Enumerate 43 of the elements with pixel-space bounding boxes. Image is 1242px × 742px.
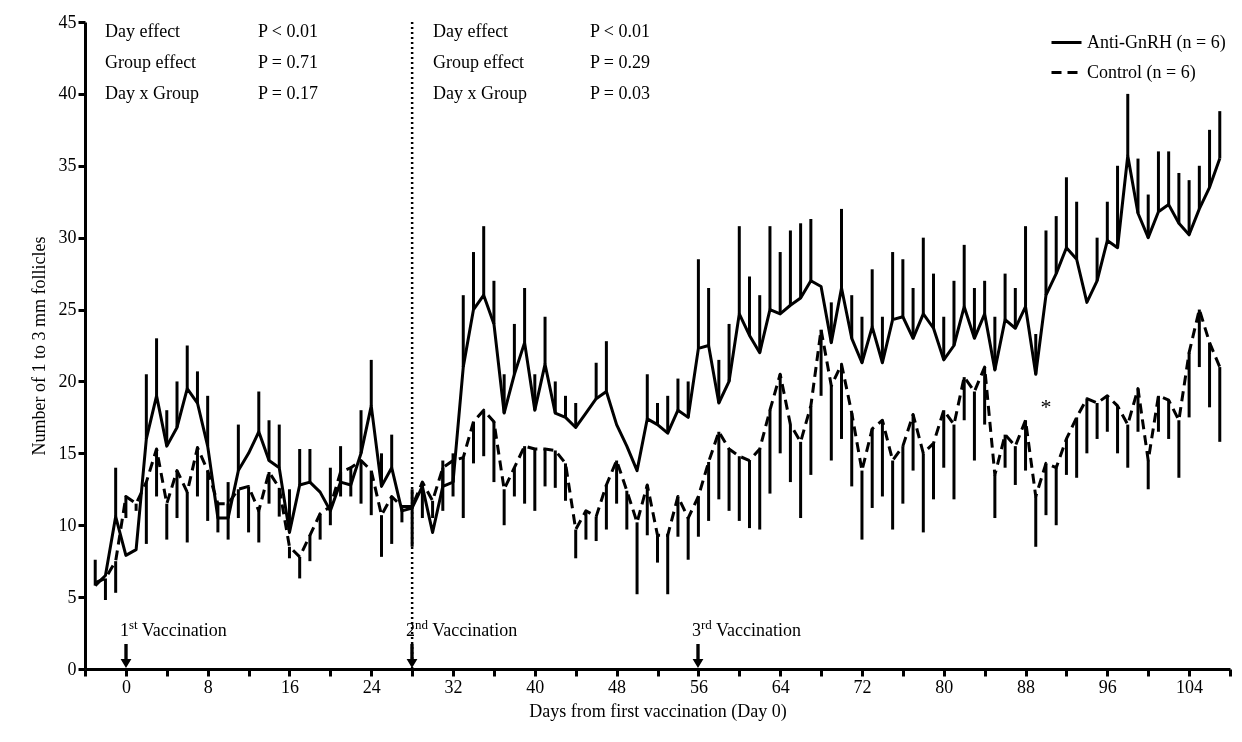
x-tick-label: 0 — [121, 676, 131, 697]
annotation: Day effect — [105, 21, 181, 41]
y-tick-label: 20 — [58, 370, 77, 391]
annotation: P = 0.03 — [590, 83, 650, 103]
x-tick-label: 80 — [935, 676, 954, 697]
annotation: P < 0.01 — [258, 21, 318, 41]
y-tick-label: 30 — [58, 227, 77, 248]
y-tick-label: 10 — [58, 514, 77, 535]
x-axis-title: Days from first vaccination (Day 0) — [529, 700, 787, 722]
annotation: P = 0.29 — [590, 52, 650, 72]
annotation: * — [1040, 394, 1052, 419]
annotation: 1$^{st}$ Vaccination — [120, 616, 227, 640]
x-tick-label: 8 — [203, 676, 213, 697]
annotation: P = 0.17 — [258, 83, 318, 103]
x-tick-label: 48 — [608, 676, 627, 697]
x-tick-label: 56 — [689, 676, 708, 697]
annotation: Group effect — [105, 52, 197, 72]
y-tick-label: 5 — [67, 586, 77, 607]
x-tick-label: 40 — [526, 676, 545, 697]
annotation: P = 0.71 — [258, 52, 318, 72]
x-tick-label: 72 — [853, 676, 872, 697]
annotation: Day x Group — [433, 83, 527, 103]
y-tick-label: 40 — [58, 83, 77, 104]
y-tick-label: 45 — [58, 11, 77, 32]
x-tick-label: 24 — [362, 676, 381, 697]
x-tick-label: 88 — [1017, 676, 1036, 697]
y-tick-label: 25 — [58, 299, 77, 320]
x-tick-label: 64 — [771, 676, 790, 697]
annotation: Group effect — [433, 52, 525, 72]
legend-label: Control (n = 6) — [1087, 61, 1196, 83]
annotation: 3$^{rd}$ Vaccination — [692, 616, 801, 640]
y-axis-title: Number of 1 to 3 mm follicles — [28, 236, 49, 456]
y-tick-label: 15 — [58, 442, 77, 463]
x-tick-label: 96 — [1098, 676, 1117, 697]
annotation: P < 0.01 — [590, 21, 650, 41]
y-tick-label: 35 — [58, 155, 77, 176]
x-tick-label: 104 — [1176, 676, 1204, 697]
y-tick-label: 0 — [67, 658, 77, 679]
legend-label: Anti-GnRH (n = 6) — [1087, 31, 1226, 53]
x-tick-label: 32 — [444, 676, 463, 697]
x-tick-label: 16 — [280, 676, 299, 697]
annotation: Day x Group — [105, 83, 199, 103]
annotation: Day effect — [433, 21, 509, 41]
